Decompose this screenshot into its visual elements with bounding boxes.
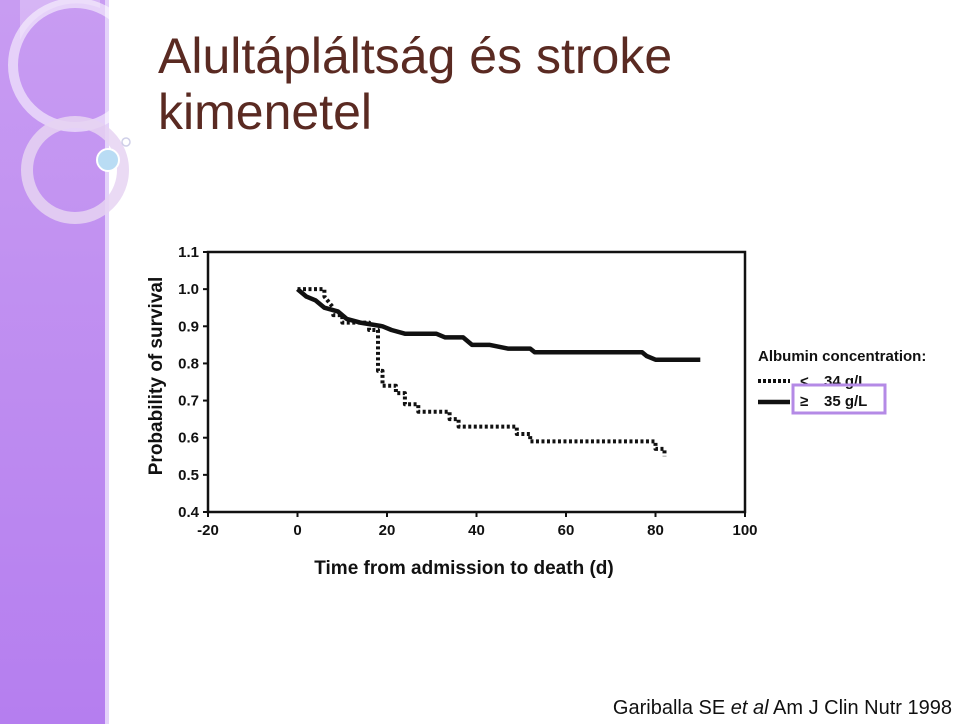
x-tick-label: 40 <box>468 522 485 539</box>
x-tick-label: -20 <box>197 522 219 539</box>
x-tick-label: 20 <box>379 522 396 539</box>
decorative-circles <box>8 0 142 224</box>
legend-title: Albumin concentration: <box>758 348 926 365</box>
y-tick-label: 0.8 <box>178 355 199 372</box>
title-line-2: kimenetel <box>158 84 372 140</box>
y-tick-label: 1.1 <box>178 244 199 261</box>
legend: Albumin concentration: < 34 g/L ≥ 35 g/L <box>758 348 926 415</box>
title-line-1: Alultápláltság és stroke <box>158 28 673 84</box>
plot-frame <box>206 250 747 514</box>
series-line-above-35 <box>296 287 701 362</box>
legend-highlight-box <box>791 383 887 415</box>
deco-bubble <box>96 148 120 172</box>
y-tick-label: 0.9 <box>178 318 199 335</box>
citation-authors: Gariballa SE <box>612 697 726 719</box>
x-tick-label: 100 <box>732 522 757 539</box>
x-axis-label: Time from admission to death (d) <box>314 558 613 579</box>
citation-journal: Am J Clin Nutr 1998 <box>773 697 952 719</box>
legend-label-35: 35 g/L <box>824 393 867 410</box>
y-axis-label: Probability of survival <box>146 277 167 476</box>
citation-etal: et al <box>730 697 769 719</box>
survival-chart: -20 0 20 40 60 80 1000.40.50.60.70.80.91.01.1 … <box>146 244 926 579</box>
deco-ring-small <box>21 116 129 224</box>
deco-dot <box>121 137 131 147</box>
legend-symbol-lt: < <box>800 373 809 390</box>
y-tick-label: 0.6 <box>178 430 199 447</box>
x-tick-label: 60 <box>558 522 575 539</box>
deco-ring-fill <box>20 0 100 40</box>
series-line-below-34 <box>297 287 667 457</box>
legend-label-34: 34 g/L <box>824 373 867 390</box>
y-tick-label: 1.0 <box>178 281 199 298</box>
y-tick-label: 0.7 <box>178 393 199 410</box>
legend-symbol-ge: ≥ <box>800 393 808 410</box>
x-tick-label: 0 <box>293 522 301 539</box>
y-tick-label: 0.5 <box>178 467 199 484</box>
y-tick-label: 0.4 <box>178 504 200 521</box>
slide-title: Alultápláltság és stroke kimenetel <box>158 28 672 140</box>
plot-area: -20 0 20 40 60 80 100 0.4 0.5 0.6 0.7 0.8 0.9 1.0 1.1 <box>178 244 757 539</box>
x-tick-label: 80 <box>647 522 664 539</box>
sidebar-edge <box>105 0 109 724</box>
citation: Gariballa SE et al Am J Clin Nutr 1998 <box>613 697 952 720</box>
